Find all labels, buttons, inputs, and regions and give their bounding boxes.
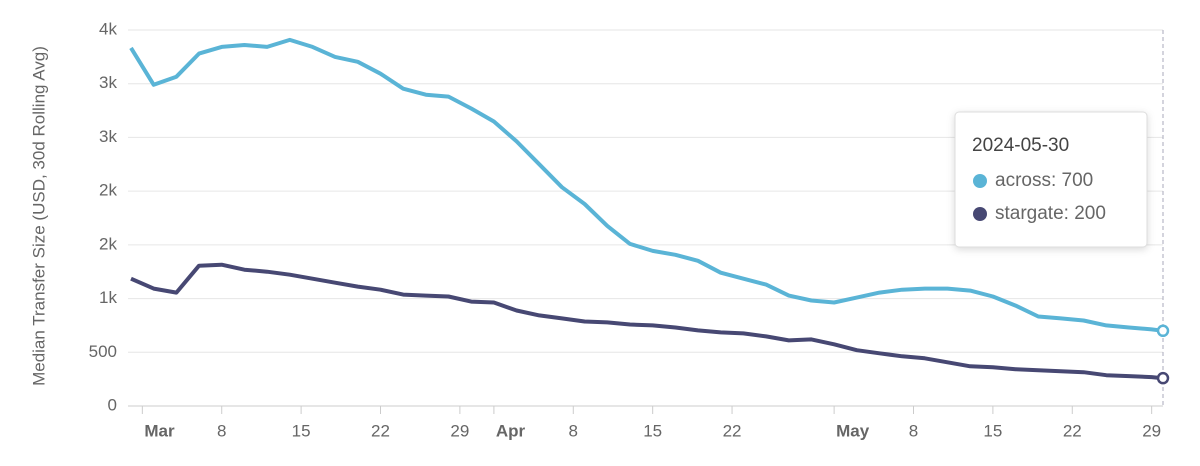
tooltip-box bbox=[954, 111, 1148, 248]
x-tick-label: 22 bbox=[1063, 421, 1082, 440]
x-tick-label: 8 bbox=[217, 421, 226, 440]
tooltip-dot bbox=[973, 174, 987, 188]
x-tick-label: 22 bbox=[371, 421, 390, 440]
x-tick-label: Mar bbox=[144, 421, 175, 440]
tooltip: 2024-05-30 across: 700 stargate: 200 bbox=[954, 111, 1148, 248]
x-tick-label: 29 bbox=[1142, 421, 1161, 440]
x-tick-label: 15 bbox=[983, 421, 1002, 440]
plot-area bbox=[128, 29, 1170, 414]
series-line bbox=[129, 37, 1164, 333]
y-tick-label: 3k bbox=[99, 73, 117, 92]
y-tick-label: 2k bbox=[99, 181, 117, 200]
y-tick-label: 2k bbox=[99, 234, 117, 253]
series-line bbox=[130, 262, 1164, 381]
tooltip-title: 2024-05-30 bbox=[972, 135, 1069, 156]
x-tick-label: 8 bbox=[909, 421, 918, 440]
x-tick-label: 29 bbox=[450, 421, 469, 440]
y-tick-label: 0 bbox=[108, 395, 117, 414]
end-marker bbox=[1156, 324, 1170, 338]
tooltip-dot bbox=[973, 207, 987, 221]
x-tick-label: May bbox=[836, 421, 870, 440]
y-axis-title: Median Transfer Size (USD, 30d Rolling A… bbox=[29, 46, 48, 386]
tooltip-item: stargate: 200 bbox=[995, 203, 1106, 224]
y-tick-label: 3k bbox=[99, 127, 117, 146]
x-tick-label: 15 bbox=[292, 421, 311, 440]
y-tick-label: 1k bbox=[99, 288, 117, 307]
x-tick-label: 22 bbox=[723, 421, 742, 440]
y-tick-label: 4k bbox=[99, 19, 117, 38]
tooltip-item: across: 700 bbox=[995, 170, 1093, 191]
end-marker bbox=[1156, 371, 1170, 385]
x-tick-label: 8 bbox=[569, 421, 578, 440]
x-tick-label: 15 bbox=[643, 421, 662, 440]
y-tick-label: 500 bbox=[89, 342, 117, 361]
x-tick-label: Apr bbox=[496, 421, 526, 440]
